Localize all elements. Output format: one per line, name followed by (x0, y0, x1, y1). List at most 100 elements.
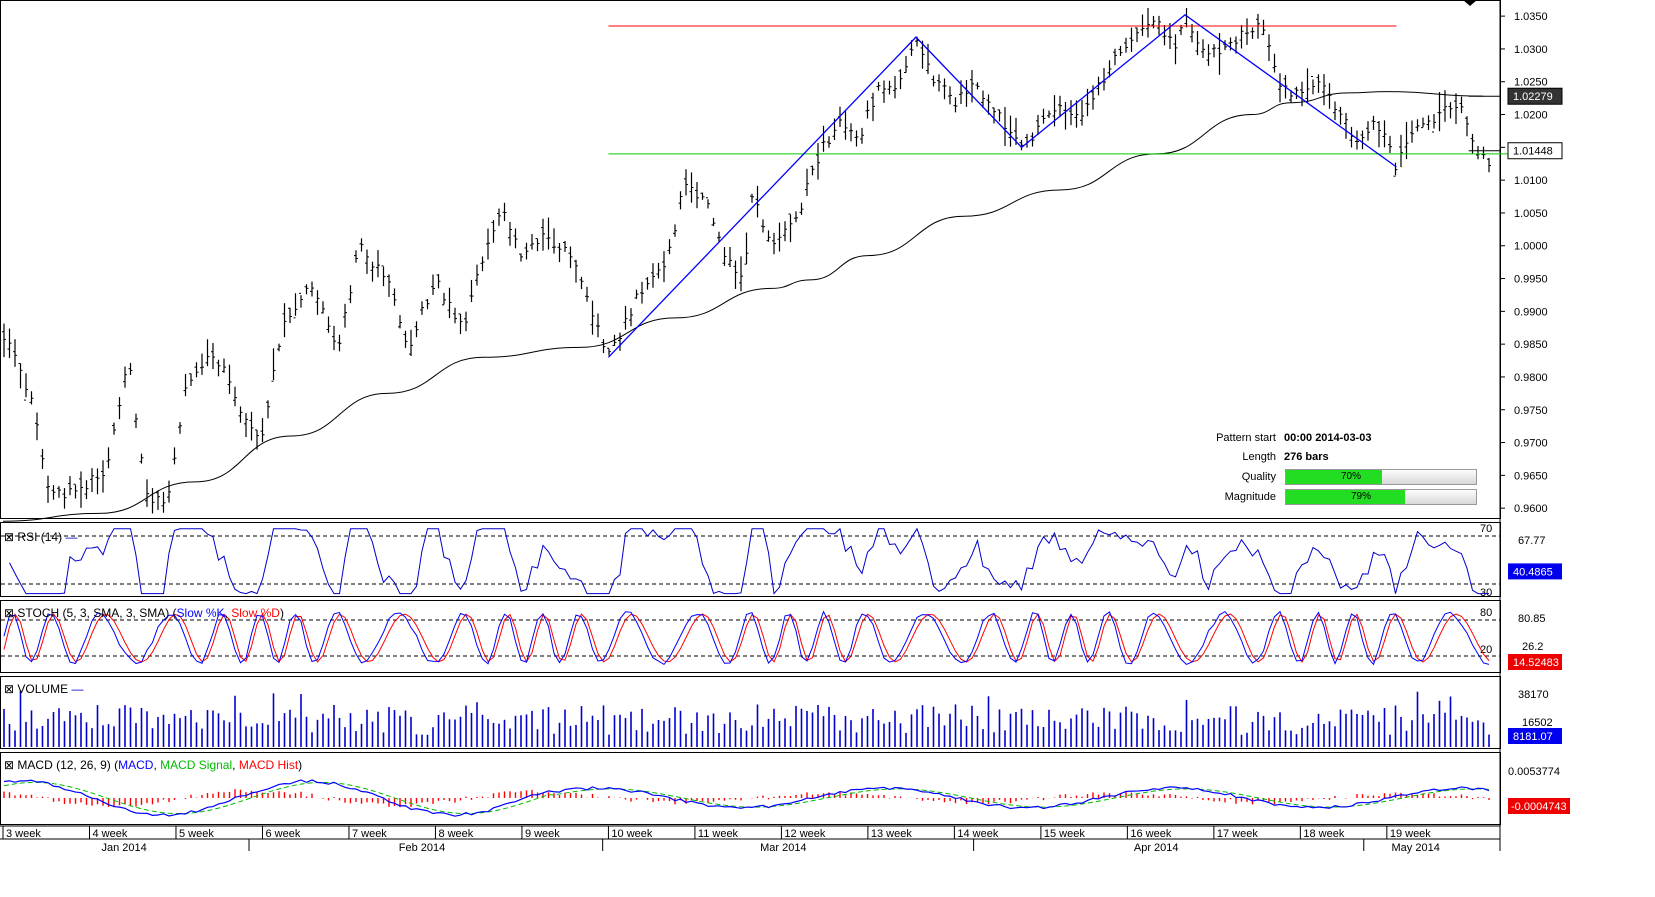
price-bar (904, 55, 908, 73)
price-bar (997, 109, 1002, 122)
rsi-value-tag-text: 40.4865 (1513, 566, 1553, 578)
week-label: 16 week (1130, 828, 1171, 840)
price-bar (1316, 74, 1321, 93)
volume-value-tag-text: 8181.07 (1513, 731, 1553, 743)
price-bar (464, 311, 468, 332)
price-bar (920, 40, 925, 69)
price-bar (128, 362, 133, 375)
price-bar (1239, 25, 1244, 49)
price-bar (414, 321, 419, 338)
price-bar (238, 406, 243, 423)
price-bar (860, 127, 864, 144)
price-bar (975, 82, 980, 90)
price-bar (277, 343, 281, 352)
price-bar (1201, 39, 1205, 59)
price-bar (816, 143, 820, 180)
price-bar (260, 418, 265, 443)
month-label: Feb 2014 (399, 842, 445, 854)
price-bar (62, 488, 67, 509)
price-bar (376, 250, 380, 278)
magnitude-meter-text: 79% (1350, 491, 1371, 502)
price-bar (106, 447, 111, 469)
price-bar (101, 460, 105, 493)
macd-close-box[interactable]: ⊠ (4, 758, 15, 772)
price-bar (1212, 44, 1216, 58)
week-label: 6 week (265, 828, 300, 840)
price-bar (898, 69, 903, 90)
week-label: 4 week (92, 828, 127, 840)
stoch-value-tag-text: 14.52483 (1513, 657, 1559, 669)
price-bar (986, 94, 991, 115)
price-bar (447, 287, 452, 319)
price-bar (189, 373, 193, 387)
price-bar (662, 251, 666, 283)
price-bar (425, 299, 430, 310)
price-bar (24, 373, 28, 401)
price-bar (1305, 68, 1310, 104)
price-bar (1107, 60, 1112, 78)
stoch-right-label: 26.2 (1522, 641, 1543, 653)
price-bar (354, 250, 358, 263)
price-bar (1404, 122, 1409, 160)
macd-value-tag (1508, 798, 1570, 814)
price-bar (513, 228, 518, 249)
scroll-marker-icon (1463, 0, 1477, 6)
week-label: 18 week (1303, 828, 1344, 840)
price-bar (700, 192, 705, 200)
price-bar (541, 218, 545, 251)
price-bar (585, 286, 589, 302)
price-bar (299, 292, 303, 308)
price-bar (519, 253, 523, 262)
price-bar (156, 490, 160, 510)
week-label: 10 week (611, 828, 652, 840)
price-bar (13, 339, 17, 367)
price-bar (777, 222, 782, 252)
stoch-k-line (3, 610, 1490, 666)
price-bar (29, 391, 34, 405)
price-bar (1465, 116, 1469, 137)
price-bar (46, 475, 50, 503)
price-bar (722, 247, 727, 266)
price-bar (1140, 14, 1145, 36)
pattern-length-value: 276 bars (1284, 451, 1329, 463)
week-label: 19 week (1390, 828, 1431, 840)
price-bar (1432, 114, 1436, 133)
price-bar (1448, 102, 1453, 119)
price-bar (717, 231, 721, 243)
price-bar (761, 219, 765, 233)
price-bar (579, 276, 584, 290)
price-bar (57, 486, 61, 498)
stoch-pane-label: ⊠ STOCH (5, 3, SMA, 3, SMA) (Slow %K, Sl… (4, 606, 284, 620)
stoch-level-label: 80 (1480, 607, 1492, 619)
price-bar (370, 261, 375, 282)
price-bar (1124, 37, 1128, 53)
price-bar (321, 301, 325, 314)
price-bar (398, 315, 402, 329)
price-tick-label: 0.9850 (1514, 339, 1548, 351)
price-bar (612, 334, 617, 347)
rsi-close-box[interactable]: ⊠ (4, 530, 15, 544)
price-bar (1487, 157, 1491, 173)
volume-close-box[interactable]: ⊠ (4, 682, 15, 696)
price-bar (1267, 34, 1271, 62)
price-bar (854, 130, 859, 147)
price-bar (882, 80, 886, 103)
price-bar (1338, 106, 1343, 125)
price-bar (51, 485, 56, 500)
price-bar (865, 100, 870, 119)
price-bar (805, 168, 809, 197)
stoch-close-box[interactable]: ⊠ (4, 606, 15, 620)
price-bar (431, 274, 435, 295)
price-bar (491, 220, 496, 243)
price-bar (282, 303, 287, 338)
price-bar (244, 413, 248, 438)
price-bar (992, 107, 996, 124)
price-bar (876, 82, 881, 91)
price-bar (1421, 117, 1425, 129)
price-bar (1410, 120, 1414, 143)
price-bar (183, 373, 188, 397)
price-bar (1190, 23, 1194, 43)
price-tick-label: 0.9750 (1514, 405, 1548, 417)
price-bar (1195, 30, 1200, 56)
price-bar (893, 75, 897, 99)
